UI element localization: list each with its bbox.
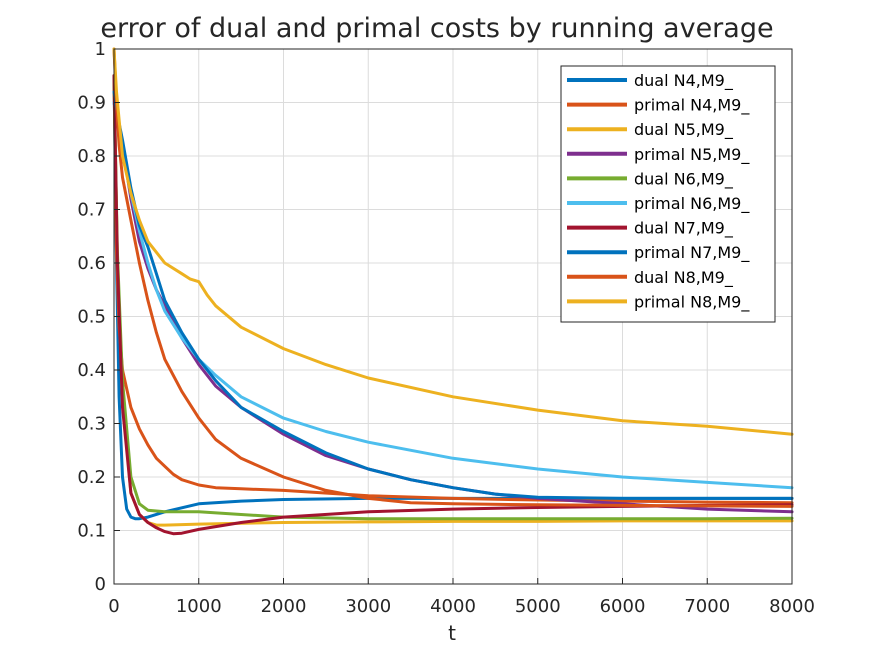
y-tick-label: 0.4	[77, 360, 106, 381]
y-tick-label: 0.2	[77, 467, 106, 488]
x-tick-label: 7000	[684, 596, 730, 617]
series-line-5	[112, 74, 794, 521]
legend-entry-label: dual N5,M9_	[634, 120, 734, 140]
legend-entry-label: dual N6,M9_	[634, 169, 734, 189]
legend-box	[560, 65, 776, 323]
x-tick-label: 5000	[515, 596, 561, 617]
legend: dual N4,M9_primal N4,M9_dual N5,M9_prima…	[560, 65, 776, 323]
legend-entry-label: primal N6,M9_	[634, 194, 750, 214]
y-tick-label: 0.6	[77, 253, 106, 274]
legend-entry-label: primal N8,M9_	[634, 292, 750, 312]
x-tick-label: 6000	[600, 596, 646, 617]
x-axis-label: t	[448, 621, 456, 645]
x-tick-label: 8000	[769, 596, 815, 617]
y-tick-label: 0	[95, 574, 106, 595]
x-tick-label: 4000	[430, 596, 476, 617]
y-tick-label: 0.5	[77, 307, 106, 328]
legend-entry-label: dual N4,M9_	[634, 71, 734, 91]
legend-entry-label: primal N7,M9_	[634, 243, 750, 263]
series-line-9	[112, 47, 794, 508]
series-line-10	[112, 47, 794, 436]
x-tick-label: 2000	[261, 596, 307, 617]
chart-title: error of dual and primal costs by runnin…	[100, 13, 773, 44]
x-tick-label: 3000	[345, 596, 391, 617]
y-tick-label: 1	[95, 39, 106, 60]
legend-entry-label: primal N5,M9_	[634, 145, 750, 165]
y-tick-label: 0.1	[77, 521, 106, 542]
x-tick-label: 1000	[176, 596, 222, 617]
y-tick-label: 0.8	[77, 146, 106, 167]
legend-entry-label: dual N8,M9_	[634, 268, 734, 288]
series-line-7	[112, 74, 794, 536]
plot-area: 0 1000 2000 3000 4000 5000 6000 7000 8000 0 0.1 0.2…	[77, 39, 815, 617]
legend-entry-label: primal N4,M9_	[634, 96, 750, 116]
y-tick-label: 0.9	[77, 93, 106, 114]
y-tick-label: 0.3	[77, 414, 106, 435]
y-tick-label: 0.7	[77, 200, 106, 221]
x-tick-label: 0	[108, 596, 119, 617]
legend-entry-label: dual N7,M9_	[634, 219, 734, 239]
series-line-2	[112, 74, 794, 505]
